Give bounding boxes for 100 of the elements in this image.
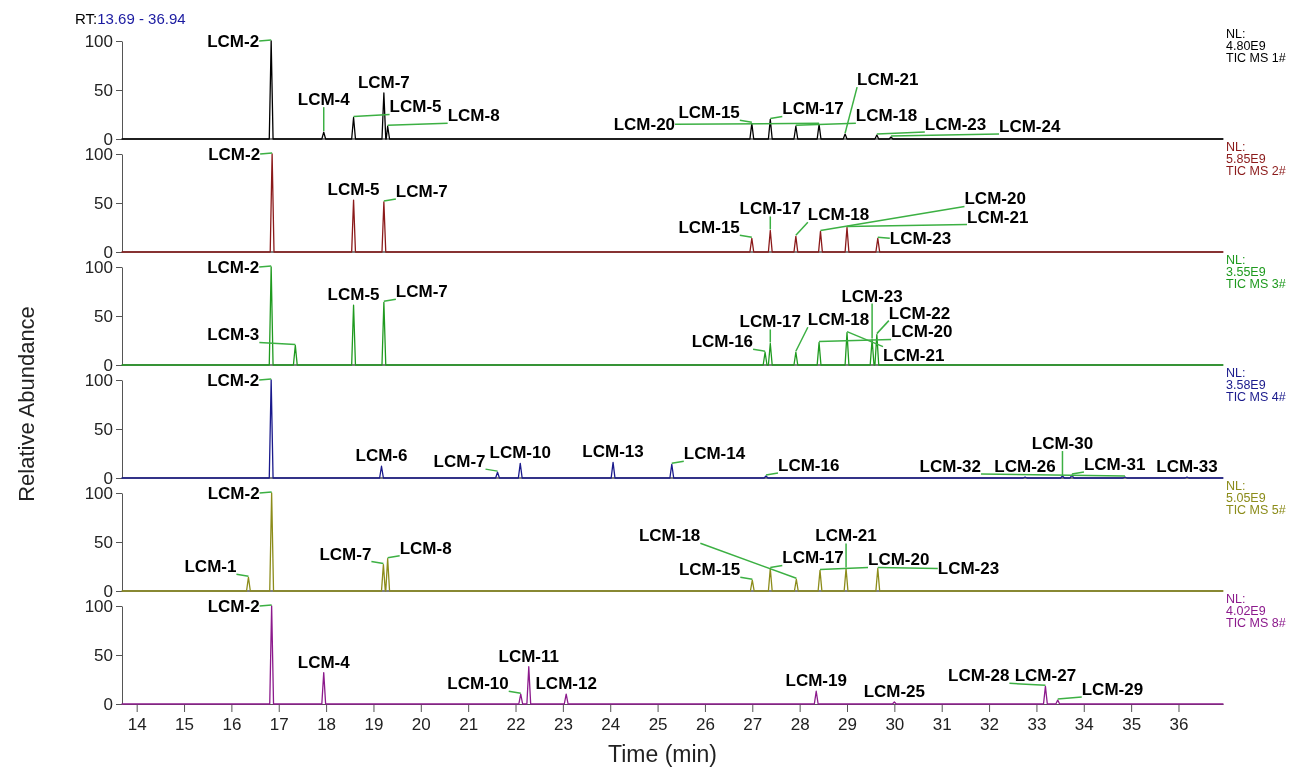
annotation: LCM-16 (691, 332, 754, 352)
y-tick-label: 0 (103, 695, 113, 715)
annotation: LCM-7 (395, 282, 448, 302)
annotation: LCM-5 (327, 285, 380, 305)
x-tick-label: 16 (222, 715, 242, 735)
annotation: LCM-18 (855, 106, 918, 126)
annotation: LCM-17 (739, 312, 801, 332)
annotation: LCM-12 (535, 674, 597, 694)
text: TIC MS 2# (1226, 164, 1286, 178)
x-axis-title: Time (min) (607, 741, 718, 767)
annotation: LCM-14 (683, 444, 746, 464)
annotation: LCM-23 (924, 115, 987, 135)
x-tick-label: 19 (364, 715, 384, 735)
annotation: LCM-20 (868, 550, 930, 570)
annotation: LCM-18 (807, 205, 870, 225)
x-tick-label: 22 (506, 715, 526, 735)
annotation: LCM-13 (582, 442, 644, 462)
x-tick-label: 32 (980, 715, 1000, 735)
text: TIC MS 8# (1226, 616, 1286, 630)
annotation: LCM-29 (1081, 680, 1144, 700)
text: TIC MS 4# (1226, 390, 1286, 404)
y-tick-label: 100 (84, 258, 113, 278)
text: NL: (1226, 366, 1246, 380)
x-tick-label: 33 (1027, 715, 1047, 735)
text: NL: (1226, 253, 1246, 267)
text: TIC MS 5# (1226, 503, 1286, 517)
x-tick-label: 34 (1074, 715, 1094, 735)
annotation: LCM-23 (841, 286, 903, 306)
annotation: LCM-22 (888, 303, 951, 323)
text: NL: (1226, 140, 1246, 154)
annotation: LCM-31 (1083, 455, 1146, 475)
annotation: LCM-18 (807, 310, 870, 330)
x-tick-label: 18 (317, 715, 337, 735)
x-tick-label: 36 (1169, 715, 1189, 735)
annotation: LCM-28 (948, 666, 1010, 686)
annotation: LCM-19 (785, 671, 847, 691)
text: NL: (1226, 27, 1246, 41)
annotation: LCM-3 (207, 325, 260, 345)
x-tick-label: 30 (885, 715, 905, 735)
text: TIC MS 1# (1226, 51, 1286, 65)
y-tick-label: 100 (84, 597, 113, 617)
text: 4.80E9 (1226, 39, 1266, 53)
annotation: LCM-7 (357, 72, 410, 92)
y-tick-label: 100 (84, 371, 113, 391)
x-tick-label: 28 (790, 715, 810, 735)
text: 5.05E9 (1226, 491, 1266, 505)
annotation: LCM-17 (782, 99, 844, 119)
annotation: LCM-15 (678, 560, 741, 580)
x-tick-label: 15 (175, 715, 194, 735)
text: 5.85E9 (1226, 152, 1266, 166)
annotation: LCM-10 (489, 443, 551, 463)
text: 3.55E9 (1226, 265, 1266, 279)
y-tick-label: 50 (94, 81, 113, 101)
annotation: LCM-26 (994, 457, 1056, 477)
annotation: LCM-21 (815, 526, 877, 546)
y-tick-label: 50 (94, 646, 113, 666)
y-tick-label: 100 (84, 32, 113, 52)
annotation: LCM-7 (433, 452, 486, 472)
annotation: LCM-17 (782, 548, 844, 568)
x-tick-label: 17 (269, 715, 289, 735)
annotation: LCM-15 (678, 218, 740, 238)
annotation: LCM-4 (297, 90, 351, 110)
annotation: LCM-16 (778, 456, 840, 476)
annotation: LCM-11 (498, 646, 560, 666)
annotation: LCM-2 (207, 371, 260, 390)
y-tick-label: 50 (94, 533, 113, 553)
x-tick-label: 21 (459, 715, 479, 735)
text: 4.02E9 (1226, 604, 1266, 618)
text: NL: (1226, 479, 1246, 493)
annotation: LCM-10 (447, 674, 509, 694)
x-tick-label: 25 (648, 715, 668, 735)
annotation: LCM-6 (355, 446, 408, 466)
x-tick-label: 26 (695, 715, 715, 735)
y-tick-label: 50 (94, 194, 113, 214)
x-tick-label: 20 (411, 715, 431, 735)
annotation: LCM-15 (678, 103, 740, 123)
x-tick-label: 24 (601, 715, 621, 735)
annotation: LCM-27 (1014, 666, 1077, 686)
annotation: LCM-7 (395, 182, 448, 202)
x-tick-label: 29 (838, 715, 857, 735)
annotation: LCM-2 (207, 597, 260, 616)
x-tick-label: 27 (743, 715, 763, 735)
annotation: LCM-23 (889, 229, 952, 249)
annotation: LCM-25 (863, 682, 926, 702)
annotation: LCM-20 (964, 189, 1026, 209)
text: TIC MS 3# (1226, 277, 1286, 291)
annotation: LCM-7 (319, 544, 372, 564)
annotation: LCM-20 (891, 322, 953, 342)
annotation: LCM-24 (999, 117, 1061, 137)
y-axis-title: Relative Abundance (14, 306, 39, 502)
annotation: LCM-2 (208, 145, 261, 164)
annotation: LCM-4 (297, 652, 351, 672)
annotation: LCM-17 (739, 199, 801, 219)
y-tick-label: 50 (94, 307, 113, 327)
annotation: LCM-21 (967, 207, 1029, 227)
text: NL: (1226, 592, 1246, 606)
annotation: LCM-33 (1156, 457, 1218, 477)
y-tick-label: 100 (84, 484, 113, 504)
annotation: LCM-30 (1031, 434, 1094, 454)
chart-subtitle: RT:13.69 - 36.94 (75, 10, 186, 27)
